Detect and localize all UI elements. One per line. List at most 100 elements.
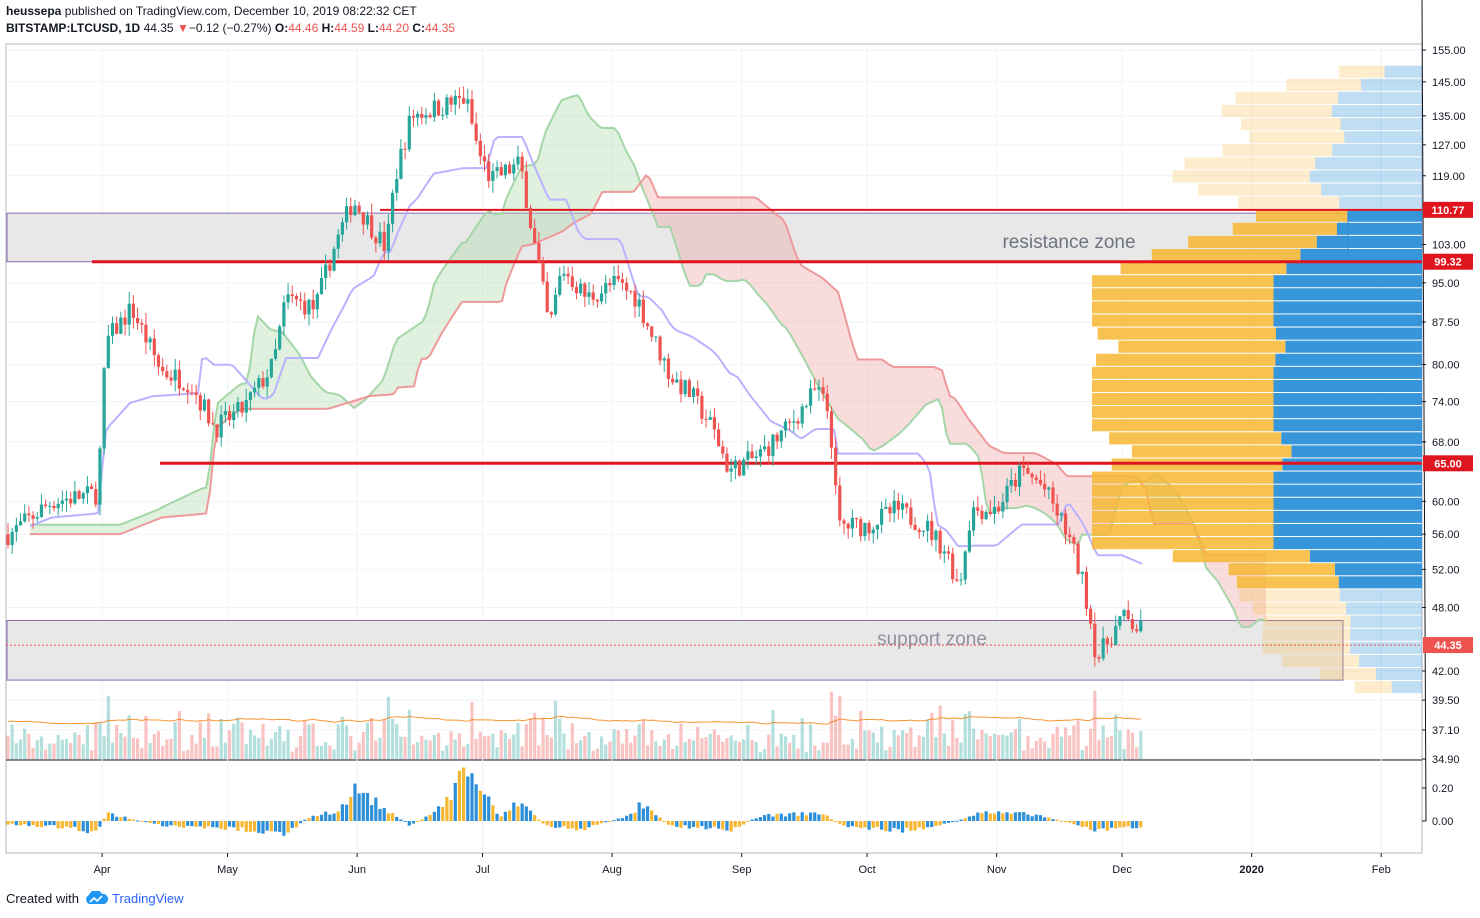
- oscillator-bar: [871, 821, 875, 828]
- volume-profile-up-bar: [1300, 248, 1422, 262]
- oscillator-bar: [742, 821, 746, 825]
- candle-body: [482, 156, 487, 162]
- volume-bar: [838, 695, 842, 759]
- volume-profile-down-bar: [1172, 550, 1310, 563]
- tradingview-cloud-icon[interactable]: [83, 890, 109, 905]
- volume-profile-down-bar: [1282, 654, 1360, 667]
- candle-body: [307, 299, 311, 315]
- oscillator-bar: [265, 821, 269, 831]
- ichimoku-cloud-slice: [546, 122, 550, 239]
- volume-bar: [788, 742, 792, 759]
- volume-profile-up-bar: [1315, 157, 1422, 170]
- candle-body: [135, 317, 140, 324]
- volume-bar: [733, 740, 737, 759]
- volume-bar: [131, 737, 135, 759]
- oscillator-bar: [181, 821, 186, 828]
- volume-profile-up-bar: [1316, 235, 1422, 248]
- tradingview-brand[interactable]: TradingView: [112, 891, 184, 906]
- oscillator-bar: [942, 821, 946, 824]
- volume-bar: [892, 730, 896, 759]
- candle-body: [374, 237, 378, 244]
- ichimoku-cloud-slice: [662, 197, 666, 227]
- volume-bar: [528, 718, 533, 759]
- oscillator-bar: [244, 821, 248, 832]
- candle-body: [541, 262, 545, 282]
- symbol-label[interactable]: BITSTAMP:LTCUSD, 1D: [6, 21, 141, 35]
- volume-bar: [1051, 733, 1055, 759]
- volume-profile-up-bar: [1273, 301, 1422, 314]
- volume-bar: [988, 736, 992, 759]
- oscillator-bar: [1059, 820, 1063, 822]
- volume-bar: [976, 739, 980, 759]
- volume-bar: [1055, 726, 1059, 759]
- candle-body: [227, 411, 232, 421]
- candle-body: [750, 451, 754, 459]
- ichimoku-cloud-slice: [186, 494, 190, 516]
- candle-body: [796, 421, 800, 424]
- candle-body: [604, 282, 608, 294]
- volume-bar: [675, 746, 679, 759]
- candle-body: [834, 447, 838, 486]
- candle-body: [926, 520, 930, 531]
- oscillator-bar: [332, 813, 336, 821]
- volume-profile-down-bar: [1092, 406, 1274, 419]
- y-tick-label: 52.00: [1432, 564, 1460, 576]
- author-name[interactable]: heussepa: [6, 4, 62, 18]
- candle-body: [746, 451, 750, 460]
- candle-body: [687, 380, 691, 398]
- candle-body: [495, 167, 499, 171]
- oscillator-bar: [478, 790, 482, 821]
- volume-bar: [148, 743, 152, 759]
- ichimoku-cloud-slice: [682, 197, 686, 277]
- candle-body: [69, 498, 73, 504]
- candle-body: [871, 529, 875, 534]
- ichimoku-cloud-slice: [966, 415, 970, 447]
- volume-bar: [717, 734, 721, 759]
- volume-profile-up-bar: [1332, 144, 1422, 157]
- oscillator-bar: [449, 800, 453, 821]
- ichimoku-cloud-slice: [710, 197, 714, 275]
- candle-body: [562, 273, 566, 276]
- ichimoku-cloud-slice: [610, 128, 614, 192]
- candle-body: [90, 486, 94, 490]
- candle-body: [278, 326, 282, 350]
- oscillator-bar: [273, 821, 278, 832]
- ichimoku-cloud-slice: [198, 488, 202, 515]
- oscillator-bar: [591, 821, 595, 826]
- volume-profile-up-bar: [1347, 209, 1422, 222]
- ichimoku-cloud-slice: [718, 197, 722, 280]
- candle-body: [905, 503, 909, 508]
- volume-bar: [579, 740, 583, 759]
- volume-ma-line: [7, 715, 1141, 725]
- x-tick-label: Dec: [1112, 864, 1132, 876]
- oscillator-bar: [39, 821, 44, 828]
- volume-bar: [85, 725, 90, 759]
- volume-bar: [115, 724, 119, 759]
- ichimoku-cloud-slice: [1078, 476, 1082, 545]
- oscillator-bar: [278, 821, 282, 832]
- oscillator-bar: [808, 812, 813, 821]
- oscillator-bar: [69, 821, 73, 828]
- ichimoku-cloud-slice: [902, 367, 906, 431]
- candle-body: [608, 282, 612, 286]
- oscillator-bar: [152, 821, 156, 824]
- volume-bar: [967, 711, 971, 759]
- volume-bar: [261, 723, 265, 759]
- volume-bar: [955, 737, 959, 759]
- volume-bar: [90, 750, 94, 759]
- oscillator-bar: [1055, 819, 1059, 821]
- ichimoku-cloud-slice: [866, 359, 870, 449]
- oscillator-bar: [733, 821, 737, 828]
- oscillator-bar: [700, 821, 704, 827]
- oscillator-bar: [198, 821, 202, 827]
- volume-bar: [687, 738, 691, 759]
- ichimoku-cloud-slice: [1082, 476, 1086, 535]
- volume-bar: [696, 726, 700, 759]
- oscillator-bar: [658, 817, 662, 821]
- oscillator-bar: [984, 811, 988, 821]
- low-value: 44.20: [379, 21, 410, 35]
- volume-bar: [1097, 739, 1101, 759]
- ichimoku-cloud-slice: [458, 242, 462, 308]
- volume-bar: [273, 732, 278, 759]
